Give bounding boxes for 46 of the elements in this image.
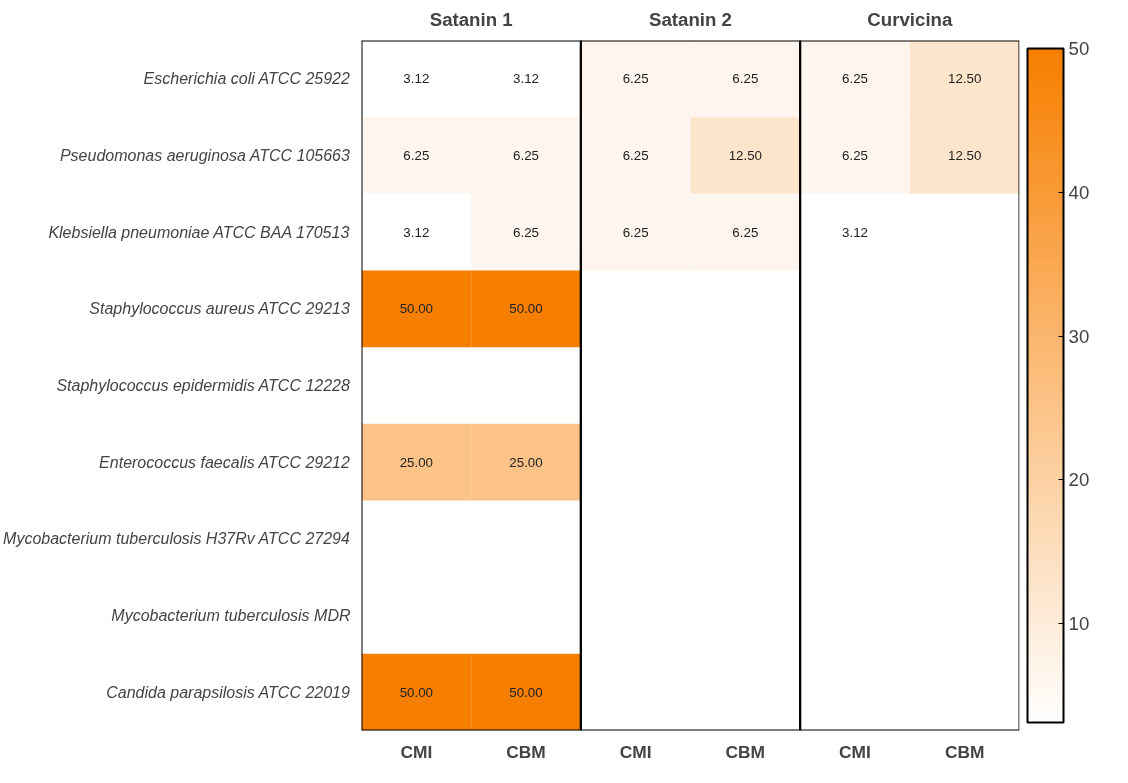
data-label: 25.00 [509,454,543,470]
x-tick-label: CBM [725,741,766,762]
text: Curvicina [867,8,953,30]
color-bar-label: 20 [1068,469,1090,491]
y-tick-label: Staphylococcus epidermidis ATCC 12228 [56,377,351,394]
data-label: 6.25 [513,224,539,240]
data-label: 3.12 [842,224,868,240]
data-label: 12.50 [947,148,982,163]
y-tick-label: Mycobacterium tuberculosis H37Rv ATCC 27294 [3,530,351,548]
text: Satanin 2 [649,8,732,30]
data-label: 6.25 [622,224,649,240]
x-tick-label: CBM [944,741,985,762]
color-bar-label: 50 [1068,38,1090,59]
data-label: 50.00 [399,301,434,317]
y-tick-label: Klebsiella pneumoniae ATCC BAA 170513 [48,223,350,241]
data-label: 6.25 [622,71,649,87]
data-label: 12.50 [728,148,763,163]
data-label: 12.50 [947,71,982,87]
data-label: 6.25 [403,148,430,163]
y-tick-label: Pseudomonas aeruginosa ATCC 105663 [59,147,351,164]
data-label: 3.12 [403,224,430,240]
data-label: 50.00 [509,684,543,700]
color-bar-label: 40 [1068,181,1090,203]
data-label: 6.25 [732,224,759,240]
color-bar-label: 10 [1068,613,1090,635]
color-bar-label: 30 [1068,325,1090,347]
data-label: 3.12 [513,71,539,87]
data-label: 50.00 [509,301,543,317]
x-tick-label: CMI [400,741,433,762]
text: Satanin 1 [429,8,513,30]
data-label: 25.00 [399,454,434,470]
y-tick-label: Escherichia coli ATCC 25922 [143,70,351,88]
data-label: 6.25 [732,71,759,87]
x-tick-label: CBM [506,741,546,762]
y-tick-label: Staphylococcus aureus ATCC 29213 [89,300,351,318]
data-label: 6.25 [513,148,539,163]
x-tick-label: CMI [619,741,652,762]
y-tick-label: Candida parapsilosis ATCC 22019 [106,683,351,701]
data-label: 6.25 [622,148,649,163]
data-label: 3.12 [403,71,430,87]
y-tick-label: Enterococcus faecalis ATCC 29212 [99,453,351,471]
x-tick-label: CMI [839,741,871,762]
data-label: 50.00 [399,684,434,700]
y-tick-label: Mycobacterium tuberculosis MDR [111,607,351,624]
data-label: 6.25 [842,71,868,87]
data-label: 6.25 [842,148,868,163]
